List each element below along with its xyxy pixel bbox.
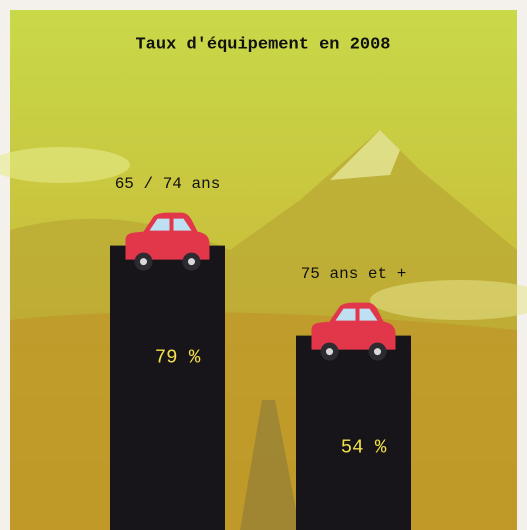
car-hub: [188, 258, 195, 265]
category-label: 75 ans et +: [301, 265, 407, 283]
bar: [110, 246, 225, 530]
chart: Taux d'équipement en 2008 65 / 74 ans 79 …: [0, 0, 527, 530]
value-label: 54 %: [341, 437, 387, 459]
chart-title: Taux d'équipement en 2008: [135, 35, 390, 54]
car-hub: [140, 258, 147, 265]
bar: [296, 336, 411, 530]
value-label: 79 %: [155, 347, 201, 369]
car-hub: [374, 348, 381, 355]
car-hub: [326, 348, 333, 355]
category-label: 65 / 74 ans: [115, 175, 221, 193]
background: [0, 10, 527, 530]
